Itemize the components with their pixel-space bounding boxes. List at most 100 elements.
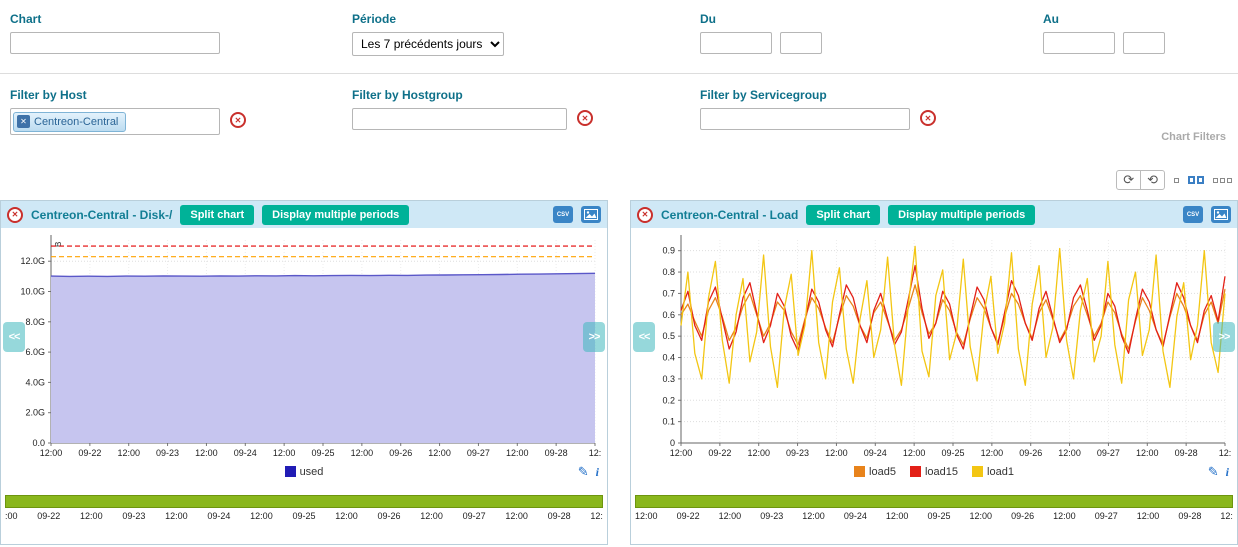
svg-text:12:00: 12:00 bbox=[670, 448, 693, 458]
strip-tick-label: 12:00 bbox=[969, 511, 993, 521]
disk-usage-chart: 0.0 2.0G 4.0G 6.0G 8.0G 10.0G 12.0G 12:00 09-22 1… bbox=[20, 235, 601, 458]
svg-text:0.3: 0.3 bbox=[662, 374, 675, 384]
svg-text:2.0G: 2.0G bbox=[25, 408, 45, 418]
periode-select[interactable]: Les 7 précédents jours bbox=[352, 32, 504, 56]
divider bbox=[0, 73, 1238, 74]
du-date-input[interactable] bbox=[700, 32, 772, 54]
svg-text:09-23: 09-23 bbox=[156, 448, 179, 458]
info-icon[interactable]: i bbox=[1225, 464, 1229, 479]
svg-text:12:00: 12:00 bbox=[1058, 448, 1081, 458]
scroll-right-button[interactable]: >> bbox=[583, 322, 605, 352]
svg-text:0.2: 0.2 bbox=[662, 395, 675, 405]
export-csv-icon[interactable]: CSV bbox=[553, 206, 573, 223]
chip-remove-icon[interactable]: ✕ bbox=[17, 115, 30, 128]
timeline-strip[interactable] bbox=[635, 495, 1233, 508]
svg-text:0.1: 0.1 bbox=[662, 417, 675, 427]
layout-two-columns-icon[interactable] bbox=[1188, 176, 1204, 184]
clear-host-filter-icon[interactable]: ✕ bbox=[230, 112, 246, 128]
strip-tick-label: 09-24 bbox=[843, 511, 867, 521]
filter-host-group: Filter by Host ✕ Centreon-Central bbox=[10, 88, 220, 135]
chart-filter-group: Chart bbox=[10, 12, 220, 54]
auto-refresh-icon[interactable]: ⟲ bbox=[1140, 171, 1164, 189]
scroll-left-button[interactable]: << bbox=[3, 322, 25, 352]
svg-text:09-24: 09-24 bbox=[234, 448, 257, 458]
svg-text:0.7: 0.7 bbox=[662, 288, 675, 298]
strip-tick-label: 12:00 bbox=[885, 511, 909, 521]
du-label: Du bbox=[700, 12, 716, 26]
svg-text:0.0: 0.0 bbox=[32, 438, 45, 448]
svg-text:09-22: 09-22 bbox=[708, 448, 731, 458]
display-periods-button[interactable]: Display multiple periods bbox=[888, 204, 1036, 225]
info-icon[interactable]: i bbox=[595, 464, 599, 479]
host-tag-input[interactable]: ✕ Centreon-Central bbox=[10, 108, 220, 135]
edit-chart-icon[interactable]: ✎ bbox=[1207, 464, 1219, 479]
strip-tick-label: 09-22 bbox=[37, 511, 61, 521]
clear-servicegroup-filter-icon[interactable]: ✕ bbox=[920, 110, 936, 126]
svg-text:09-28: 09-28 bbox=[1175, 448, 1198, 458]
svg-text:09-28: 09-28 bbox=[545, 448, 568, 458]
scroll-left-button[interactable]: << bbox=[633, 322, 655, 352]
svg-text:0: 0 bbox=[670, 438, 675, 448]
strip-tick-label: 09-25 bbox=[927, 511, 951, 521]
split-chart-button[interactable]: Split chart bbox=[806, 204, 881, 225]
plot-area: 0.0 2.0G 4.0G 6.0G 8.0G 10.0G 12.0G 12:00 09-22 1… bbox=[1, 230, 607, 462]
legend-swatch bbox=[854, 466, 866, 477]
svg-text:09-22: 09-22 bbox=[78, 448, 101, 458]
strip-tick-label: 09-27 bbox=[1094, 511, 1118, 521]
legend-row: load5 load15 load1 ✎ i bbox=[631, 462, 1237, 484]
svg-text:10.0G: 10.0G bbox=[20, 287, 45, 297]
strip-tick-label: 09-26 bbox=[1011, 511, 1035, 521]
export-image-icon[interactable] bbox=[581, 206, 601, 223]
split-chart-button[interactable]: Split chart bbox=[180, 204, 255, 225]
hostgroup-input[interactable] bbox=[352, 108, 567, 130]
strip-tick-label: 09-24 bbox=[207, 511, 231, 521]
filter-servicegroup-group: Filter by Servicegroup bbox=[700, 88, 910, 130]
svg-text:0.9: 0.9 bbox=[662, 246, 675, 256]
du-time-input[interactable] bbox=[780, 32, 823, 54]
legend-swatch bbox=[909, 466, 921, 477]
export-csv-icon[interactable]: CSV bbox=[1183, 206, 1203, 223]
strip-tick-label: :00 bbox=[5, 511, 18, 521]
chart-actions: ✎ i bbox=[578, 464, 599, 480]
export-image-icon[interactable] bbox=[1211, 206, 1231, 223]
edit-chart-icon[interactable]: ✎ bbox=[577, 464, 589, 479]
strip-tick-label: 09-28 bbox=[547, 511, 571, 521]
panel-header: ✕ Centreon-Central - Load Split chart Di… bbox=[631, 201, 1237, 228]
legend-item: used bbox=[284, 466, 323, 478]
svg-text:12:00: 12:00 bbox=[351, 448, 374, 458]
au-time-input[interactable] bbox=[1123, 32, 1166, 54]
remove-chart-icon[interactable]: ✕ bbox=[637, 206, 653, 223]
refresh-icon[interactable]: ⟳ bbox=[1123, 172, 1135, 187]
layout-one-column-icon[interactable] bbox=[1174, 177, 1179, 183]
chart-title: Centreon-Central - Disk-/ bbox=[31, 207, 173, 222]
timeline-strip[interactable] bbox=[5, 495, 603, 508]
svg-text:8.0G: 8.0G bbox=[25, 317, 45, 327]
strip-tick-label: 12:00 bbox=[505, 511, 528, 521]
svg-text:B: B bbox=[54, 242, 63, 247]
chart-title: Centreon-Central - Load bbox=[661, 207, 799, 222]
svg-text:12:: 12: bbox=[1219, 448, 1232, 458]
host-chip-label: Centreon-Central bbox=[34, 115, 119, 128]
svg-text:0.5: 0.5 bbox=[662, 331, 675, 341]
strip-tick-label: 09-28 bbox=[1178, 511, 1202, 521]
layout-three-columns-icon[interactable] bbox=[1213, 177, 1232, 183]
svg-text:09-26: 09-26 bbox=[1019, 448, 1042, 458]
du-group: Du bbox=[700, 12, 823, 54]
au-date-input[interactable] bbox=[1043, 32, 1115, 54]
servicegroup-input[interactable] bbox=[700, 108, 910, 130]
svg-text:12:00: 12:00 bbox=[117, 448, 140, 458]
svg-text:12:00: 12:00 bbox=[825, 448, 848, 458]
strip-tick-label: 09-27 bbox=[462, 511, 486, 521]
scroll-right-button[interactable]: >> bbox=[1213, 322, 1235, 352]
periode-label: Période bbox=[352, 12, 397, 26]
chart-legend: used bbox=[278, 464, 331, 482]
legend-row: used ✎ i bbox=[1, 462, 607, 484]
strip-tick-label: 09-23 bbox=[122, 511, 146, 521]
display-periods-button[interactable]: Display multiple periods bbox=[262, 204, 410, 225]
strip-tick-label: 12:00 bbox=[80, 511, 103, 521]
chart-filter-input[interactable] bbox=[10, 32, 220, 54]
remove-chart-icon[interactable]: ✕ bbox=[7, 206, 23, 223]
strip-tick-label: 12:00 bbox=[1136, 511, 1160, 521]
chart-panel-load: ✕ Centreon-Central - Load Split chart Di… bbox=[630, 200, 1238, 545]
clear-hostgroup-filter-icon[interactable]: ✕ bbox=[577, 110, 593, 126]
